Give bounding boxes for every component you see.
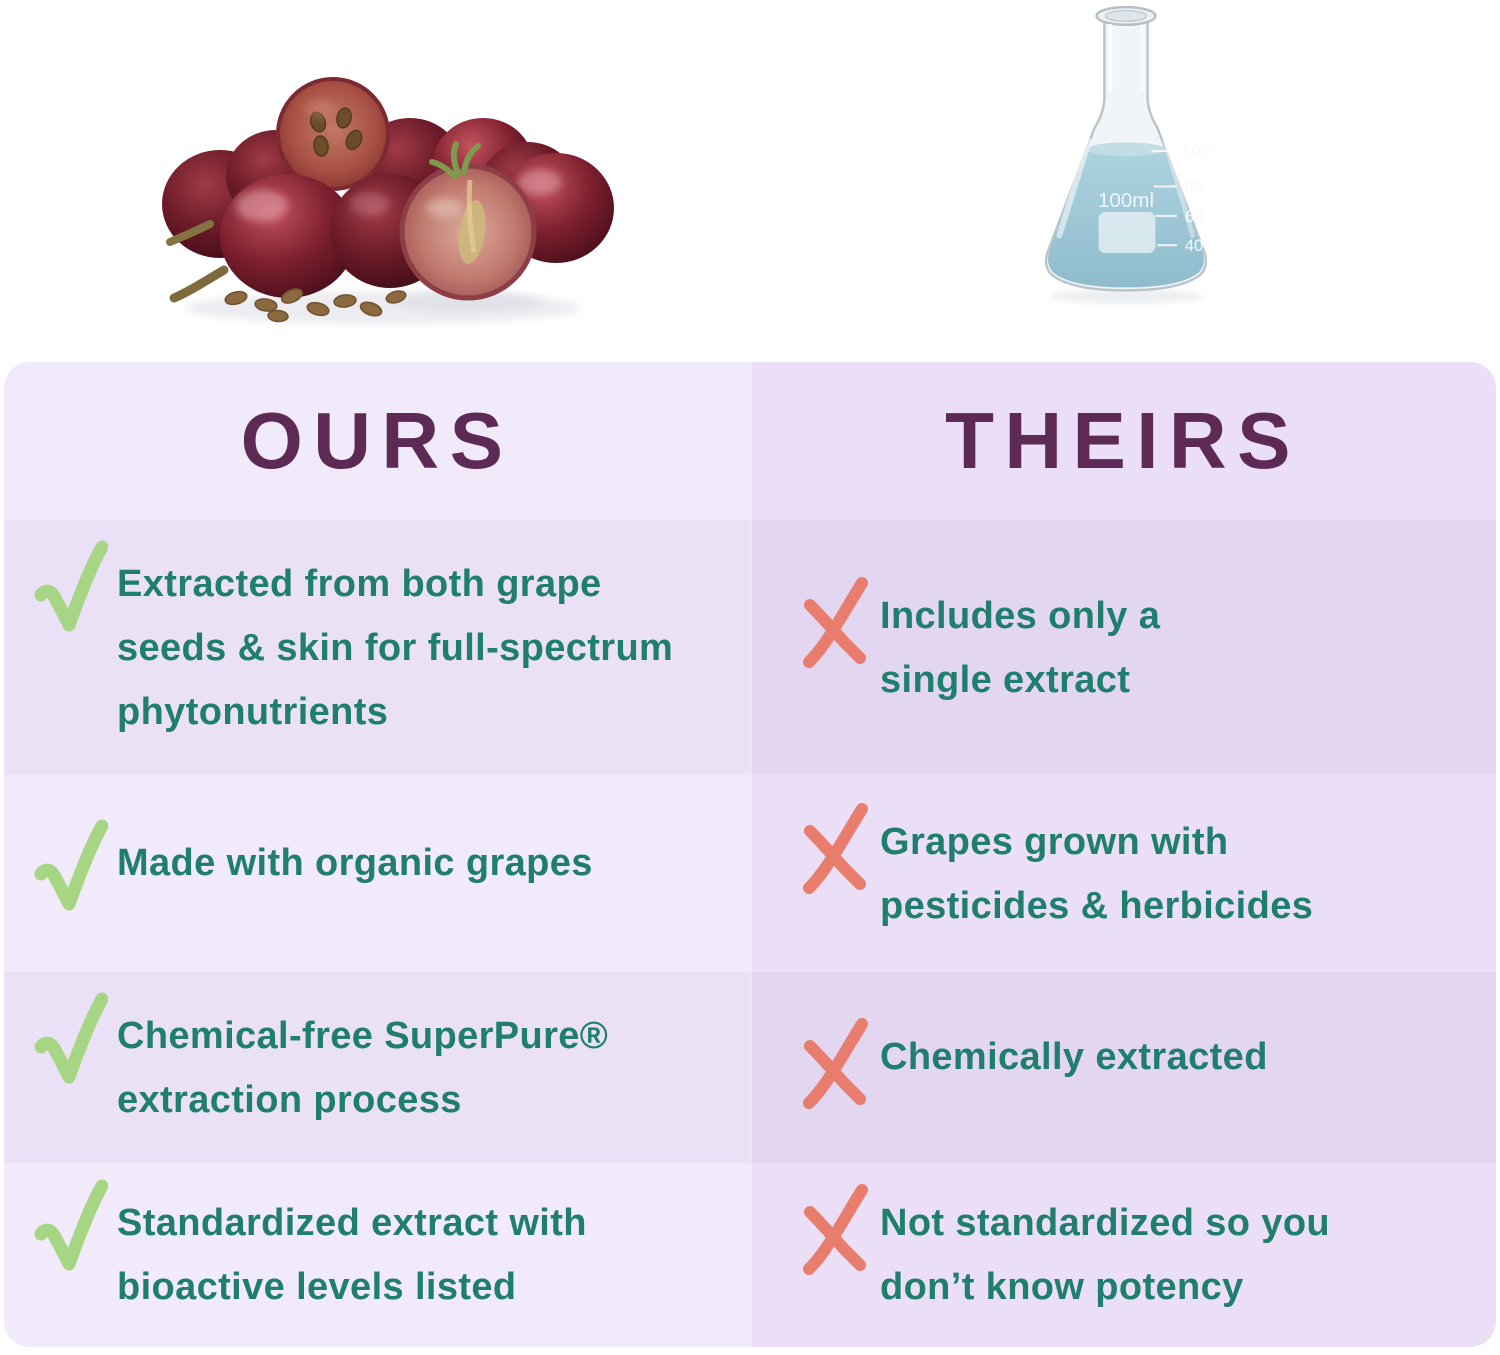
theirs-row-single-extract: Includes only a single extract [750,520,1496,775]
theirs-row-not-standardized: Not standardized so you don’t know poten… [750,1163,1496,1347]
ours-row-full-spectrum: Extracted from both grape seeds & skin f… [4,520,750,775]
feature-text: Not standardized so you don’t know poten… [880,1202,1331,1308]
hero-images: 100ml 100 80 60 40 [0,0,1500,362]
feature-text: Made with organic grapes [117,841,593,884]
ours-header-text: OURS [240,396,514,485]
feature-text: Includes only a single extract [880,594,1161,701]
column-header-theirs: THEIRS [750,362,1496,520]
flask-image: 100ml 100 80 60 40 [1044,5,1210,305]
flask-grad-60: 60 [1185,207,1204,226]
comparison-table: OURS THEIRS Extracted from both grape se… [4,362,1496,1347]
ours-row-organic: Made with organic grapes [4,775,750,972]
flask-volume-label: 100ml [1098,189,1154,212]
feature-text: Grapes grown with pesticides & herbicide… [880,820,1314,927]
cross-icon [800,1017,870,1111]
cross-icon [800,576,870,670]
flask-grad-40: 40 [1185,236,1204,255]
ours-row-superpure: Chemical-free SuperPure® extraction proc… [4,972,750,1163]
cross-icon [800,1183,870,1277]
flask-grad-80: 80 [1185,177,1204,196]
theirs-row-pesticides: Grapes grown with pesticides & herbicide… [750,775,1496,972]
feature-text: Standardized extract with bioactive leve… [117,1202,587,1308]
theirs-row-chemical-extraction: Chemically extracted [750,972,1496,1163]
theirs-header-text: THEIRS [945,396,1301,485]
cross-icon [800,802,870,896]
flask-grad-100: 100 [1182,142,1210,161]
column-header-ours: OURS [4,362,750,520]
check-icon [34,538,108,638]
ours-row-standardized: Standardized extract with bioactive leve… [4,1163,750,1347]
feature-text: Chemically extracted [880,1035,1268,1078]
grapes-image [162,77,614,324]
check-icon [34,1177,108,1277]
check-icon [34,990,108,1090]
check-icon [34,817,108,917]
feature-text: Chemical-free SuperPure® extraction proc… [117,1014,609,1121]
feature-text: Extracted from both grape seeds & skin f… [117,562,674,733]
